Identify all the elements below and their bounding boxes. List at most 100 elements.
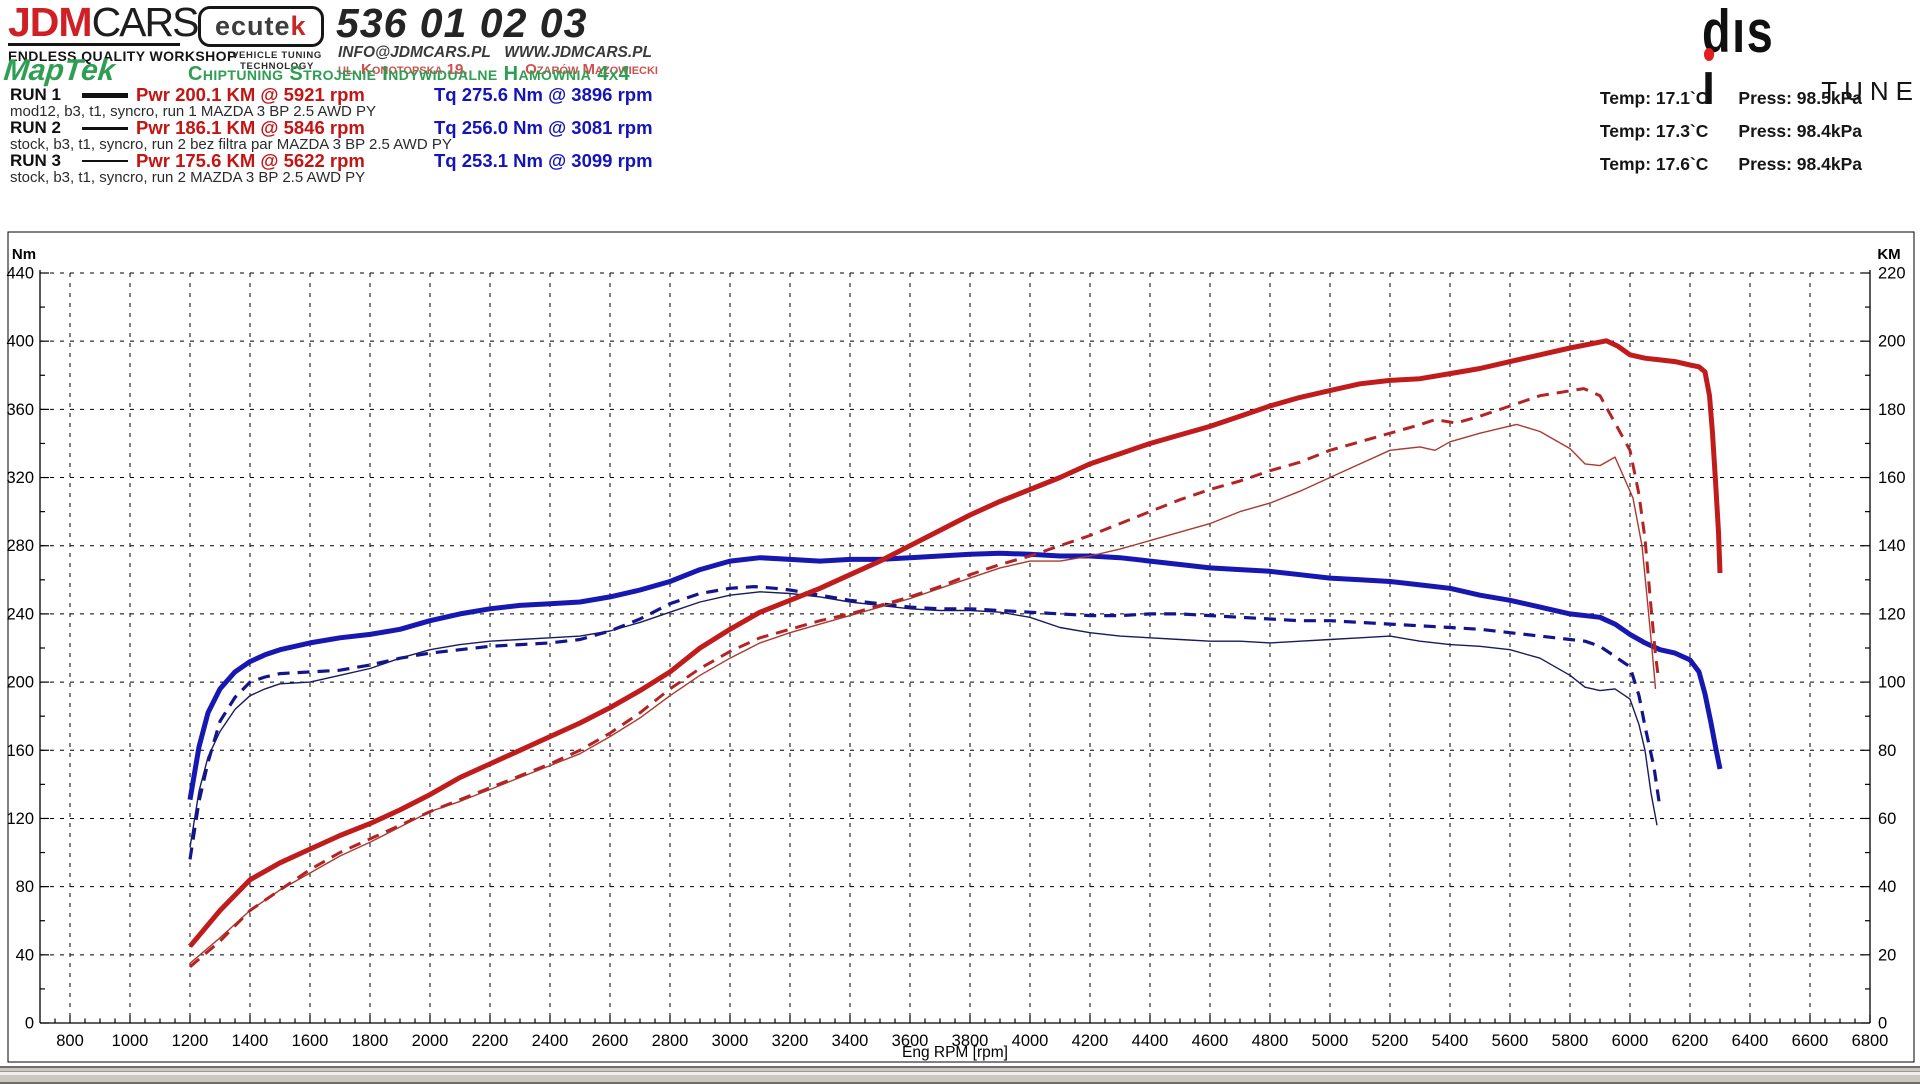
email-text: INFO@JDMCARS.PL [338,44,491,61]
run-1-description: mod12, b3, t1, syncro, run 1 MAZDA 3 BP … [10,103,376,120]
svg-text:1600: 1600 [292,1032,329,1050]
svg-text:3200: 3200 [772,1032,809,1050]
svg-text:440: 440 [6,265,34,283]
svg-text:6400: 6400 [1732,1032,1769,1050]
disi-last-letter: ı [1702,48,1717,114]
run-1-torque-value: Tq 275.6 Nm @ 3896 rpm [434,84,653,105]
svg-text:6200: 6200 [1672,1032,1709,1050]
svg-text:3000: 3000 [712,1032,749,1050]
svg-text:220: 220 [1878,265,1906,283]
run3-torque-curve [189,591,1658,848]
svg-text:2600: 2600 [592,1032,629,1050]
conditions-column: Temp: 17.1`C Press: 98.5kPa Temp: 17.3`C… [1600,88,1862,187]
svg-text:0: 0 [25,1015,34,1033]
svg-text:200: 200 [1878,333,1906,351]
disi-tune-logo: dısı TUNE [1702,2,1920,114]
run-3-conditions: Temp: 17.6`C Press: 98.4kPa [1600,154,1862,187]
run-1-temp: Temp: 17.1`C [1599,88,1709,108]
run-3-power-value: Pwr 175.6 KM @ 5622 rpm [136,150,365,171]
jdm-cars-logo: JDM CARS ENDLESS QUALITY WORKSHOP [8,2,236,64]
run-3-torque-value: Tq 253.1 Nm @ 3099 rpm [434,150,653,171]
svg-text:3400: 3400 [832,1032,869,1050]
run1-power-curve [188,338,1723,948]
svg-text:Nm: Nm [12,246,36,263]
svg-text:2200: 2200 [472,1032,509,1050]
svg-text:3600: 3600 [892,1032,929,1050]
svg-text:320: 320 [6,469,34,487]
svg-text:240: 240 [6,605,34,623]
svg-text:6800: 6800 [1852,1032,1889,1050]
run-1-line-sample [74,92,136,98]
svg-text:180: 180 [1878,401,1906,419]
address-city: Ozarów Mazowiecki [525,61,658,78]
svg-text:800: 800 [56,1032,84,1050]
address-row: ul. Konotopska 19, Ozarów Mazowiecki [338,61,658,78]
ecutek-accent: k [290,11,307,41]
run-3-block: RUN 3 Pwr 175.6 KM @ 5622 rpm Tq 253.1 N… [10,150,730,185]
run-legend: RUN 1 Pwr 200.1 KM @ 5921 rpm Tq 275.6 N… [10,84,730,185]
disi-dot-icon [1704,48,1715,61]
run3-power-curve [189,423,1657,964]
run-3-line-sample [74,160,136,162]
run-2-temp: Temp: 17.3`C [1599,121,1709,141]
ecutek-logo: ecutek [198,6,324,47]
website-text: WWW.JDMCARS.PL [504,44,652,61]
address-street: ul. Konotopska 19, [338,61,468,78]
svg-text:6600: 6600 [1792,1032,1829,1050]
cars-text: CARS [91,0,200,45]
svg-text:160: 160 [1878,469,1906,487]
svg-text:3800: 3800 [952,1032,989,1050]
run-1-power-value: Pwr 200.1 KM @ 5921 rpm [136,84,365,105]
svg-text:2000: 2000 [412,1032,449,1050]
svg-text:160: 160 [6,742,34,760]
disi-tune-text: TUNE [1821,76,1920,106]
svg-text:100: 100 [1878,674,1906,692]
svg-text:40: 40 [16,946,34,964]
ecutek-tagline: VEHICLE TUNING TECHNOLOGY [231,50,323,72]
svg-text:2800: 2800 [652,1032,689,1050]
maptek-tagline: Chiptuning Strojenie Indywidualne Hamown… [188,63,630,85]
disi-wordmark: dısı [1702,2,1787,114]
run-3-temp: Temp: 17.6`C [1599,154,1709,174]
svg-text:4800: 4800 [1252,1032,1289,1050]
svg-text:60: 60 [1878,810,1896,828]
run-2-label: RUN 2 [10,118,62,137]
svg-text:20: 20 [1878,946,1896,964]
run-3-label: RUN 3 [10,151,62,170]
run-2-row: RUN 2 Pwr 186.1 KM @ 5846 rpm Tq 256.0 N… [10,117,730,138]
svg-text:Eng RPM [rpm]: Eng RPM [rpm] [902,1044,1008,1061]
run-1-press: Press: 98.5kPa [1738,88,1862,108]
svg-text:4400: 4400 [1132,1032,1169,1050]
svg-text:5600: 5600 [1492,1032,1529,1050]
svg-text:4600: 4600 [1192,1032,1229,1050]
jdm-cars-wordmark: JDM CARS [8,2,199,46]
svg-text:400: 400 [6,333,34,351]
run-1-block: RUN 1 Pwr 200.1 KM @ 5921 rpm Tq 275.6 N… [10,84,730,120]
svg-text:5800: 5800 [1552,1032,1589,1050]
svg-text:KM: KM [1877,246,1900,263]
svg-text:120: 120 [1878,605,1906,623]
run-2-description: stock, b3, t1, syncro, run 2 bez filtra … [10,136,452,153]
disi-last-letter-text: ı [1702,50,1717,117]
svg-text:80: 80 [16,878,34,896]
run-2-power-value: Pwr 186.1 KM @ 5846 rpm [136,117,365,138]
svg-text:2400: 2400 [532,1032,569,1050]
run-3-row: RUN 3 Pwr 175.6 KM @ 5622 rpm Tq 253.1 N… [10,150,730,171]
svg-text:80: 80 [1878,742,1896,760]
svg-text:1800: 1800 [352,1032,389,1050]
bottom-separator-bar [0,1066,1920,1084]
run1-torque-curve [187,550,1723,801]
svg-text:1400: 1400 [232,1032,269,1050]
run2-torque-curve [188,584,1662,860]
run-2-press: Press: 98.4kPa [1738,121,1862,141]
svg-text:360: 360 [6,401,34,419]
run-1-row: RUN 1 Pwr 200.1 KM @ 5921 rpm Tq 275.6 N… [10,84,730,105]
svg-text:4000: 4000 [1012,1032,1049,1050]
phone-number: 536 01 02 03 [336,0,588,46]
run-1-conditions: Temp: 17.1`C Press: 98.5kPa [1600,88,1862,121]
svg-text:0: 0 [1878,1015,1887,1033]
ecutek-text: ecute [215,11,291,41]
run-3-press: Press: 98.4kPa [1738,154,1862,174]
svg-text:4200: 4200 [1072,1032,1109,1050]
